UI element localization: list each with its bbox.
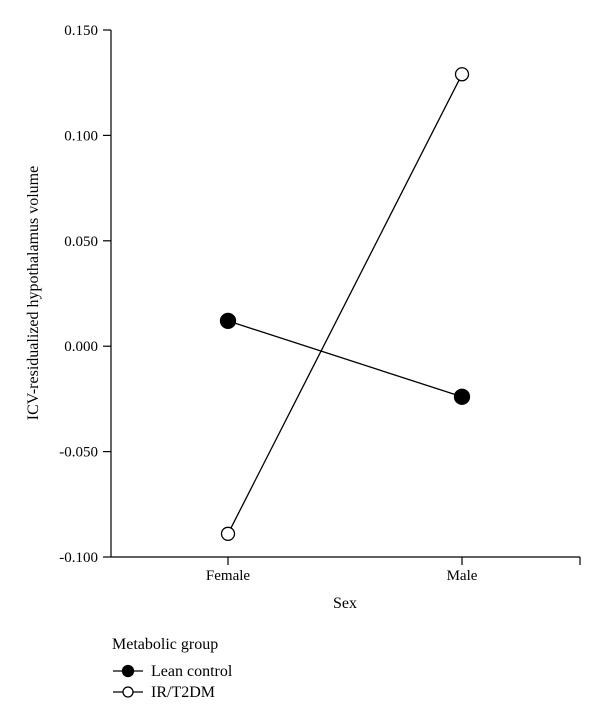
legend-label: Lean control: [151, 663, 233, 680]
y-ticks: -0.100 -0.050 0.000 0.050 0.100 0.150: [59, 23, 111, 566]
series-line: [227, 73, 463, 535]
x-ticks: Female Male: [206, 557, 581, 584]
legend-marker: [122, 686, 134, 698]
y-tick-label: 0.100: [64, 128, 98, 144]
series-line: [227, 320, 463, 398]
data-point: [453, 388, 471, 405]
x-axis-title: Sex: [333, 595, 357, 612]
x-tick-label: Female: [206, 568, 250, 584]
x-tick-label: Male: [447, 568, 478, 584]
legend-marker: [121, 664, 135, 678]
data-point: [454, 67, 470, 82]
data-point: [219, 312, 237, 330]
series-layer: [219, 67, 471, 541]
y-axis-title: ICV-residualized hypothalamus volume: [25, 166, 42, 420]
y-tick-label: 0.000: [64, 339, 98, 355]
y-tick-label: -0.100: [59, 550, 98, 566]
y-tick-label: -0.050: [59, 445, 98, 461]
legend: Metabolic group Lean control IR/T2DM: [112, 636, 233, 701]
data-point: [220, 526, 236, 541]
legend-label: IR/T2DM: [151, 684, 215, 701]
y-tick-label: 0.150: [64, 23, 98, 39]
legend-title: Metabolic group: [112, 636, 218, 653]
axes: [110, 30, 580, 558]
y-tick-label: 0.050: [64, 234, 98, 250]
